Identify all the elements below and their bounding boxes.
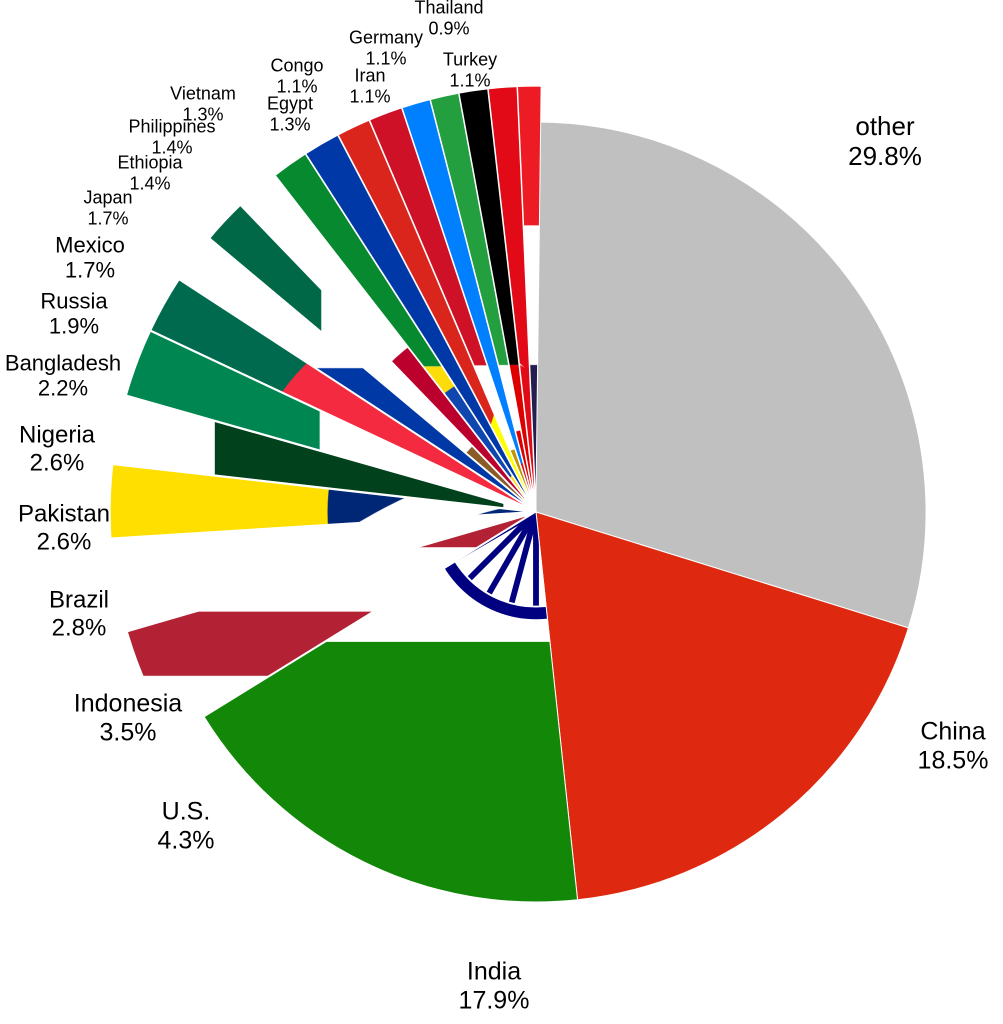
slice-label-pct: 1.4% <box>128 137 215 158</box>
slice-label-pct: 1.9% <box>40 314 107 339</box>
slice-label-pct: 2.2% <box>5 376 121 401</box>
slice-label-pct: 0.9% <box>414 18 483 39</box>
slice-label-nigeria: Nigeria2.6% <box>19 421 95 476</box>
slice-label-pakistan: Pakistan2.6% <box>18 500 110 555</box>
slice-label-name: Pakistan <box>18 500 110 528</box>
slice-label-pct: 1.1% <box>443 70 497 91</box>
slice-label-name: Nigeria <box>19 421 95 449</box>
slice-label-turkey: Turkey1.1% <box>443 49 497 90</box>
slice-label-indonesia: Indonesia3.5% <box>74 689 182 747</box>
slice-label-name: Russia <box>40 289 107 314</box>
slice-label-pct: 17.9% <box>459 986 530 1015</box>
slice-label-name: U.S. <box>158 797 215 826</box>
slice-label-germany: Germany1.1% <box>349 27 423 68</box>
slice-label-russia: Russia1.9% <box>40 289 107 340</box>
slice-label-pct: 1.1% <box>270 76 323 97</box>
slice-label-pct: 3.5% <box>74 718 182 747</box>
slice-label-iran: Iran1.1% <box>349 65 390 106</box>
slice-label-thailand: Thailand0.9% <box>414 0 483 39</box>
slice-label-pct: 1.1% <box>349 48 423 69</box>
slice-label-bangladesh: Bangladesh2.2% <box>5 351 121 402</box>
slice-label-egypt: Egypt1.3% <box>267 93 313 134</box>
slice-label-pct: 1.3% <box>267 114 313 135</box>
slice-label-pct: 1.1% <box>349 86 390 107</box>
slice-label-congo: Congo1.1% <box>270 55 323 96</box>
slice-label-name: India <box>459 957 530 986</box>
slice-label-name: Thailand <box>414 0 483 18</box>
slice-label-mexico: Mexico1.7% <box>55 233 125 284</box>
slice-label-pct: 2.6% <box>18 528 110 556</box>
slice-label-pct: 4.3% <box>158 826 215 855</box>
slice-label-u-s-: U.S.4.3% <box>158 797 215 855</box>
slice-label-brazil: Brazil2.8% <box>49 586 109 641</box>
population-pie-chart: other29.8% China18.5% India17.9% U.S.4.3% In… <box>0 0 1003 1024</box>
slice-label-china: China18.5% <box>918 717 989 775</box>
slice-label-name: Congo <box>270 55 323 76</box>
slice-label-pct: 1.7% <box>83 208 132 229</box>
slice-label-name: China <box>918 717 989 746</box>
slice-label-ethiopia: Ethiopia1.4% <box>117 152 182 193</box>
slice-label-name: Turkey <box>443 49 497 70</box>
slice-label-name: Mexico <box>55 233 125 258</box>
slice-label-name: Germany <box>349 27 423 48</box>
slice-label-vietnam: Vietnam1.3% <box>170 83 236 124</box>
slice-label-pct: 1.3% <box>170 104 236 125</box>
slice-label-name: Indonesia <box>74 689 182 718</box>
slice-label-pct: 2.6% <box>19 449 95 477</box>
slice-label-name: Bangladesh <box>5 351 121 376</box>
slice-label-pct: 1.4% <box>117 173 182 194</box>
slice-label-india: India17.9% <box>459 957 530 1015</box>
slice-label-pct: 18.5% <box>918 746 989 775</box>
slice-label-pct: 2.8% <box>49 614 109 642</box>
slice-label-other: other29.8% <box>848 112 922 172</box>
slice-label-name: Vietnam <box>170 83 236 104</box>
slice-label-name: Brazil <box>49 586 109 614</box>
slice-label-pct: 29.8% <box>848 142 922 172</box>
slice-label-pct: 1.7% <box>55 258 125 283</box>
slice-label-name: other <box>848 112 922 142</box>
